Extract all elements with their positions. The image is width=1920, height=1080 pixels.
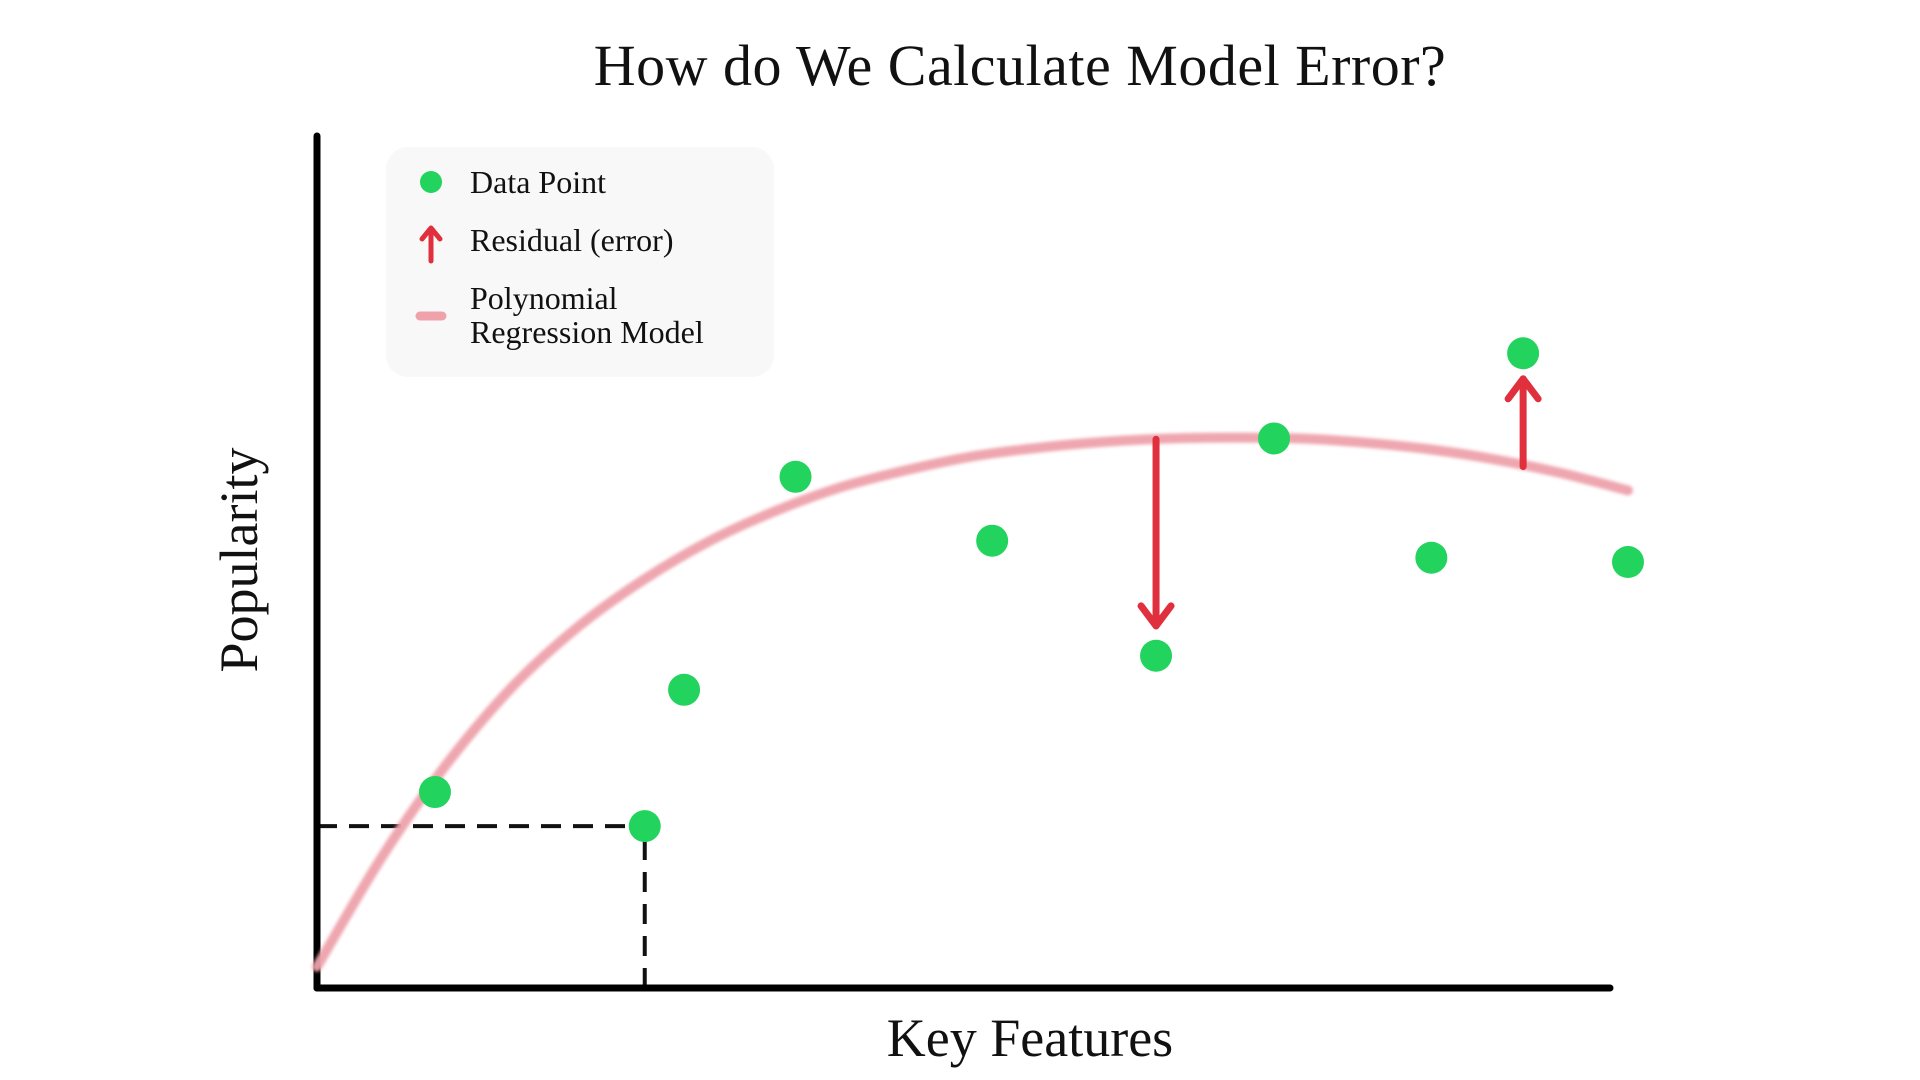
data-point xyxy=(976,524,1009,557)
legend-arrow-up-icon xyxy=(419,225,443,264)
data-points xyxy=(418,337,1644,843)
x-axis-label: Key Features xyxy=(886,1008,1174,1068)
axes xyxy=(313,132,1614,992)
chart-title: How do We Calculate Model Error? xyxy=(593,33,1447,98)
legend-dot-marker xyxy=(420,171,442,193)
legend-dot-icon xyxy=(420,171,442,193)
data-point xyxy=(1612,546,1644,578)
regression-curve xyxy=(312,432,1633,972)
residual-arrow-head xyxy=(1137,602,1175,630)
data-point xyxy=(1140,639,1173,672)
legend-label-data-point: Data Point xyxy=(470,164,606,200)
guide-lines xyxy=(317,824,647,988)
data-point xyxy=(668,673,701,706)
legend: Data Point Residual (error) Polynomial R… xyxy=(386,147,774,377)
data-point xyxy=(628,810,661,843)
data-point xyxy=(779,460,812,493)
residual-arrow-up xyxy=(1504,375,1542,471)
data-point xyxy=(1507,337,1540,370)
legend-line-icon xyxy=(415,311,447,321)
residual-arrow-down xyxy=(1137,435,1175,630)
data-point xyxy=(418,776,451,809)
data-point xyxy=(1415,541,1448,574)
legend-label-residual: Residual (error) xyxy=(470,222,674,258)
regression-curve-layer xyxy=(312,432,1633,972)
residual-arrows xyxy=(1137,375,1542,630)
legend-label-model: Polynomial Regression Model xyxy=(470,280,704,350)
data-point xyxy=(1258,422,1291,455)
legend-arrow-head xyxy=(419,225,443,242)
residual-arrow-head xyxy=(1504,375,1542,403)
